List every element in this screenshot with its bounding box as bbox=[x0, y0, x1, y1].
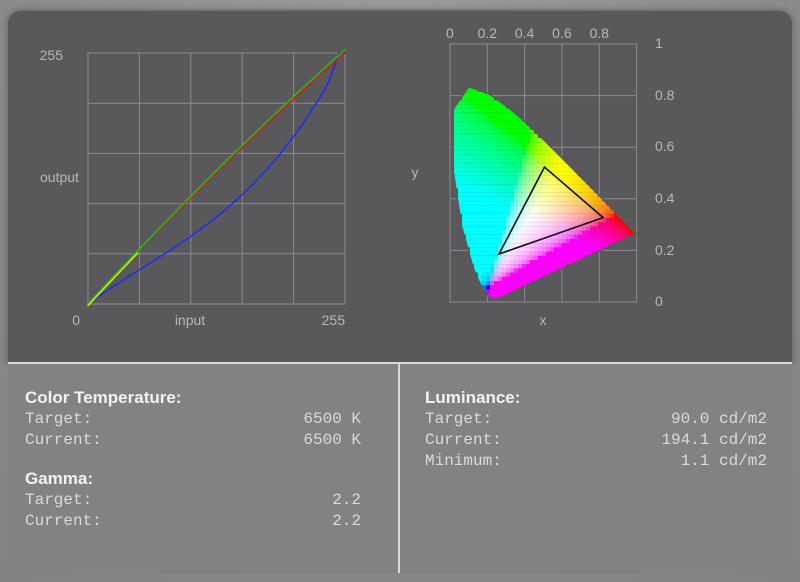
svg-text:0.8: 0.8 bbox=[590, 25, 610, 41]
svg-text:output: output bbox=[40, 169, 79, 185]
svg-text:255: 255 bbox=[40, 47, 64, 63]
svg-text:255: 255 bbox=[322, 312, 346, 328]
svg-text:0: 0 bbox=[446, 25, 454, 41]
svg-text:0.6: 0.6 bbox=[552, 25, 572, 41]
svg-text:x: x bbox=[540, 312, 547, 328]
svg-text:0: 0 bbox=[72, 312, 80, 328]
svg-text:0.6: 0.6 bbox=[655, 138, 675, 154]
svg-text:0.4: 0.4 bbox=[655, 190, 675, 206]
svg-text:0: 0 bbox=[655, 293, 663, 309]
svg-text:1: 1 bbox=[655, 35, 663, 51]
svg-text:y: y bbox=[412, 164, 419, 180]
svg-text:input: input bbox=[175, 312, 205, 328]
svg-text:0.2: 0.2 bbox=[655, 242, 675, 258]
svg-text:0.4: 0.4 bbox=[515, 25, 535, 41]
svg-text:0.2: 0.2 bbox=[478, 25, 498, 41]
svg-text:0.8: 0.8 bbox=[655, 87, 675, 103]
